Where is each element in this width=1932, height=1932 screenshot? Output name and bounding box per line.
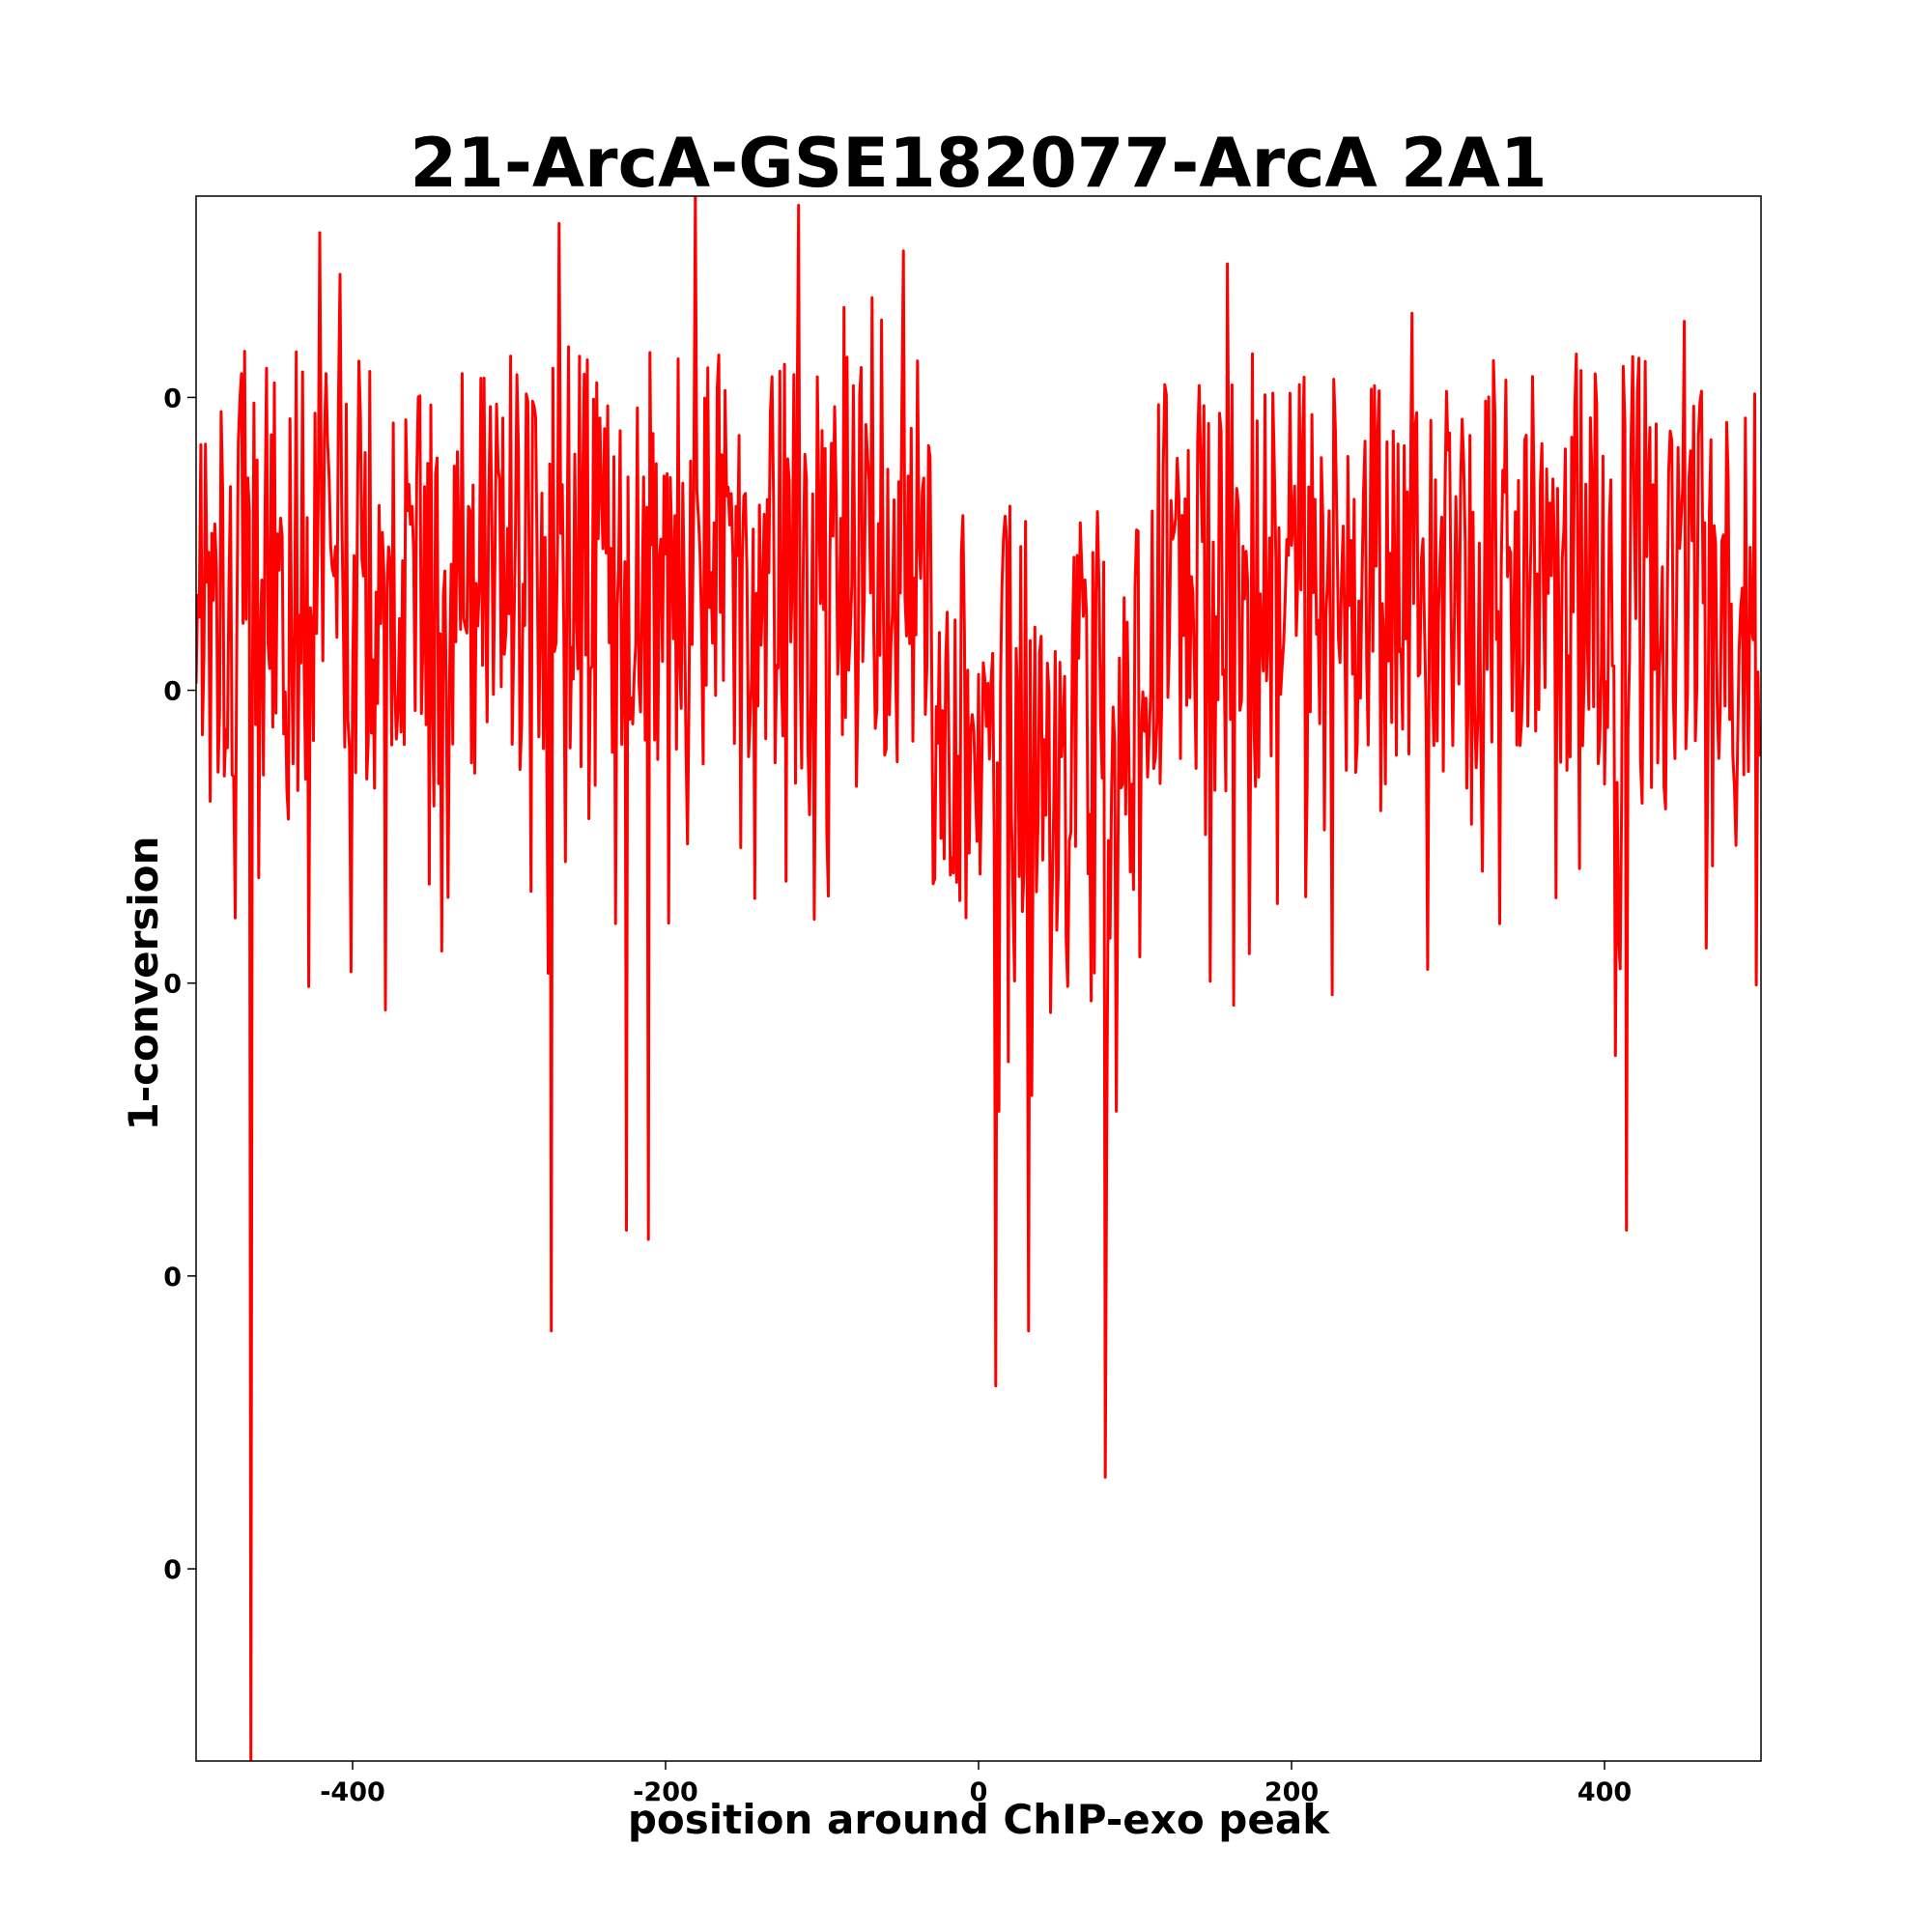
- x-tick-label: 0: [970, 1777, 988, 1807]
- series-line-0: [196, 196, 1761, 1761]
- y-tick-label: 0: [163, 970, 182, 1000]
- chart-title: 21-ArcA-GSE182077-ArcA 2A1: [410, 124, 1547, 203]
- y-tick-label: 0: [163, 1263, 182, 1293]
- x-tick-label: 400: [1577, 1777, 1632, 1807]
- y-axis-label: 1-conversion: [120, 836, 167, 1130]
- x-tick-label: -200: [633, 1777, 698, 1807]
- x-tick-label: -400: [320, 1777, 385, 1807]
- x-axis-label: position around ChIP-exo peak: [628, 1796, 1330, 1843]
- y-tick-label: 0: [163, 1555, 182, 1585]
- axes: -400 -200 0 200 400 0 0 0 0 0: [163, 195, 1762, 1807]
- plot-area: [196, 196, 1761, 1761]
- y-tick-label: 0: [163, 677, 182, 707]
- x-tick-label: 200: [1264, 1777, 1319, 1807]
- y-tick-label: 0: [163, 384, 182, 413]
